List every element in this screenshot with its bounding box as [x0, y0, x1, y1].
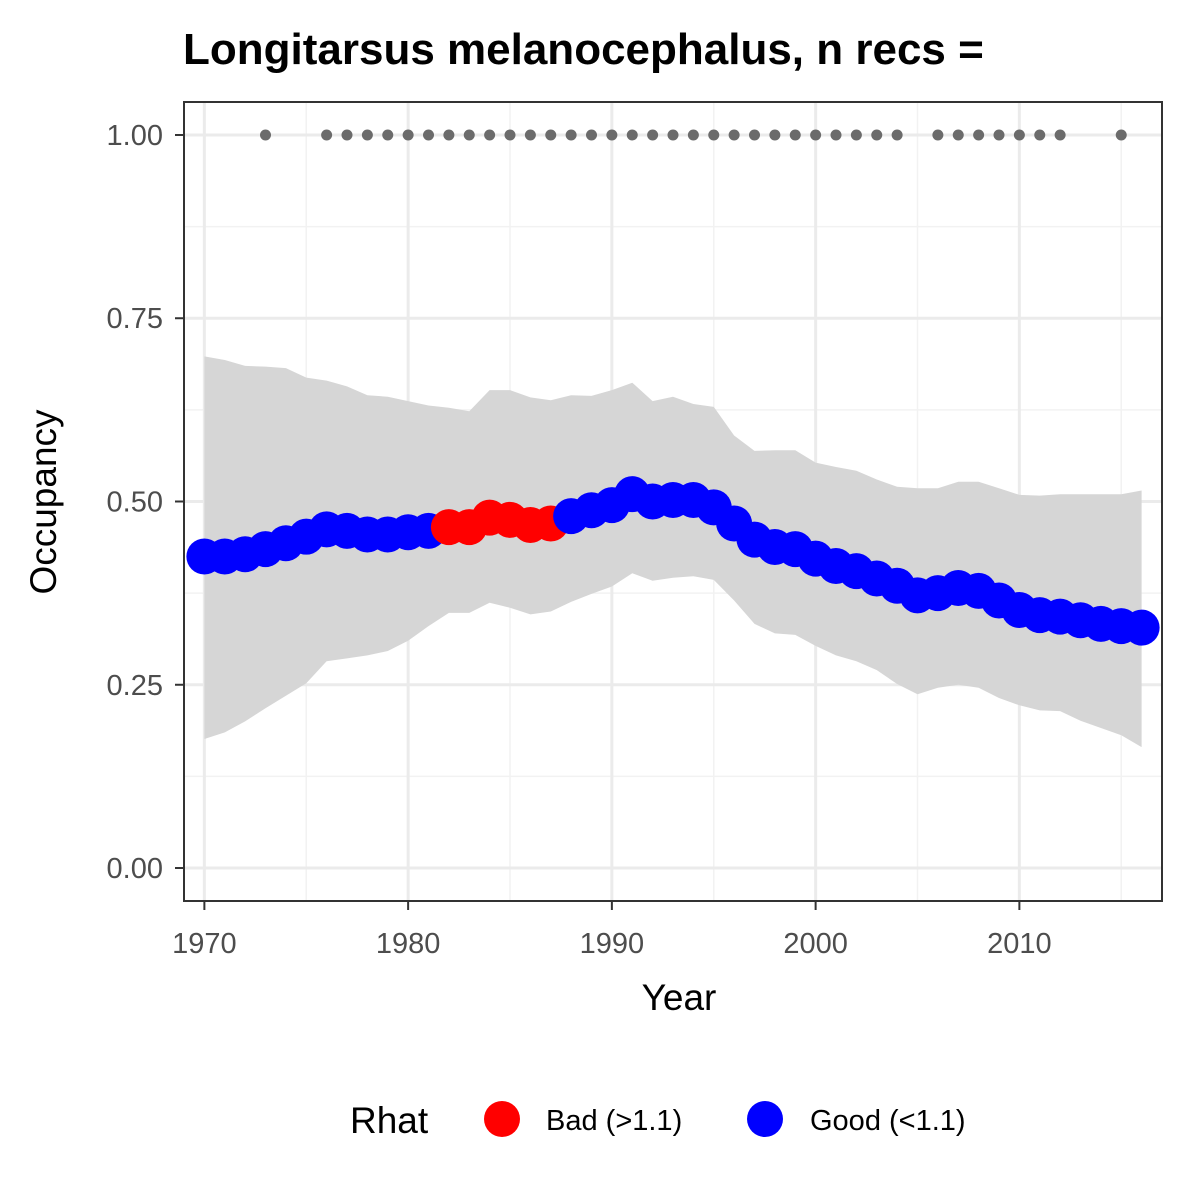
legend-label-good: Good (<1.1) [810, 1105, 966, 1137]
y-tick-label: 0.00 [107, 853, 163, 885]
record-point [1115, 129, 1127, 141]
chart-title: Longitarsus melanocephalus, n recs = [183, 25, 984, 74]
plot-panel [183, 101, 1163, 902]
record-point [443, 129, 455, 141]
record-point [708, 129, 720, 141]
record-point [402, 129, 414, 141]
record-point [850, 129, 862, 141]
y-tick-label: 1.00 [107, 120, 163, 152]
record-point [626, 129, 638, 141]
occupancy-points [186, 476, 1160, 646]
record-point [789, 129, 801, 141]
x-axis: 1970 1980 1990 2000 2010 [172, 901, 1052, 960]
record-point [667, 129, 679, 141]
record-point [545, 129, 557, 141]
occupancy-point [1123, 609, 1160, 646]
record-point [891, 129, 903, 141]
record-point [647, 129, 659, 141]
record-point [728, 129, 740, 141]
record-point [321, 129, 333, 141]
record-point [484, 129, 496, 141]
record-point [1034, 129, 1046, 141]
record-point [565, 129, 577, 141]
record-point [423, 129, 434, 141]
record-point [1054, 129, 1066, 141]
record-point [524, 129, 536, 141]
confidence-ribbon [204, 356, 1142, 748]
record-point [341, 129, 353, 141]
record-points [260, 129, 1127, 141]
record-point [973, 129, 985, 141]
legend-key-bad [484, 1101, 520, 1137]
y-tick-label: 0.25 [107, 670, 163, 702]
x-tick-label: 2000 [783, 928, 848, 960]
legend-label-bad: Bad (>1.1) [546, 1105, 682, 1137]
record-point [993, 129, 1005, 141]
y-axis: 0.00 0.25 0.50 0.75 1.00 [107, 120, 184, 885]
legend-key-good [747, 1101, 783, 1137]
record-point [504, 129, 516, 141]
record-point [1013, 129, 1025, 141]
record-point [769, 129, 781, 141]
y-tick-label: 0.75 [107, 303, 163, 335]
record-point [586, 129, 597, 141]
legend: Rhat Bad (>1.1) Good (<1.1) [350, 1100, 966, 1141]
x-tick-label: 2010 [987, 928, 1052, 960]
record-point [871, 129, 883, 141]
record-point [952, 129, 964, 141]
x-axis-title: Year [642, 977, 717, 1018]
record-point [361, 129, 373, 141]
record-point [463, 129, 475, 141]
y-axis-title: Occupancy [23, 409, 64, 595]
record-point [830, 129, 842, 141]
x-tick-label: 1990 [580, 928, 645, 960]
record-point [749, 129, 760, 141]
record-point [810, 129, 822, 141]
record-point [687, 129, 699, 141]
record-point [260, 129, 271, 141]
record-point [606, 129, 618, 141]
legend-title: Rhat [350, 1100, 429, 1141]
record-point [932, 129, 944, 141]
record-point [382, 129, 394, 141]
x-tick-label: 1980 [376, 928, 441, 960]
y-tick-label: 0.50 [107, 487, 163, 519]
x-tick-label: 1970 [172, 928, 237, 960]
